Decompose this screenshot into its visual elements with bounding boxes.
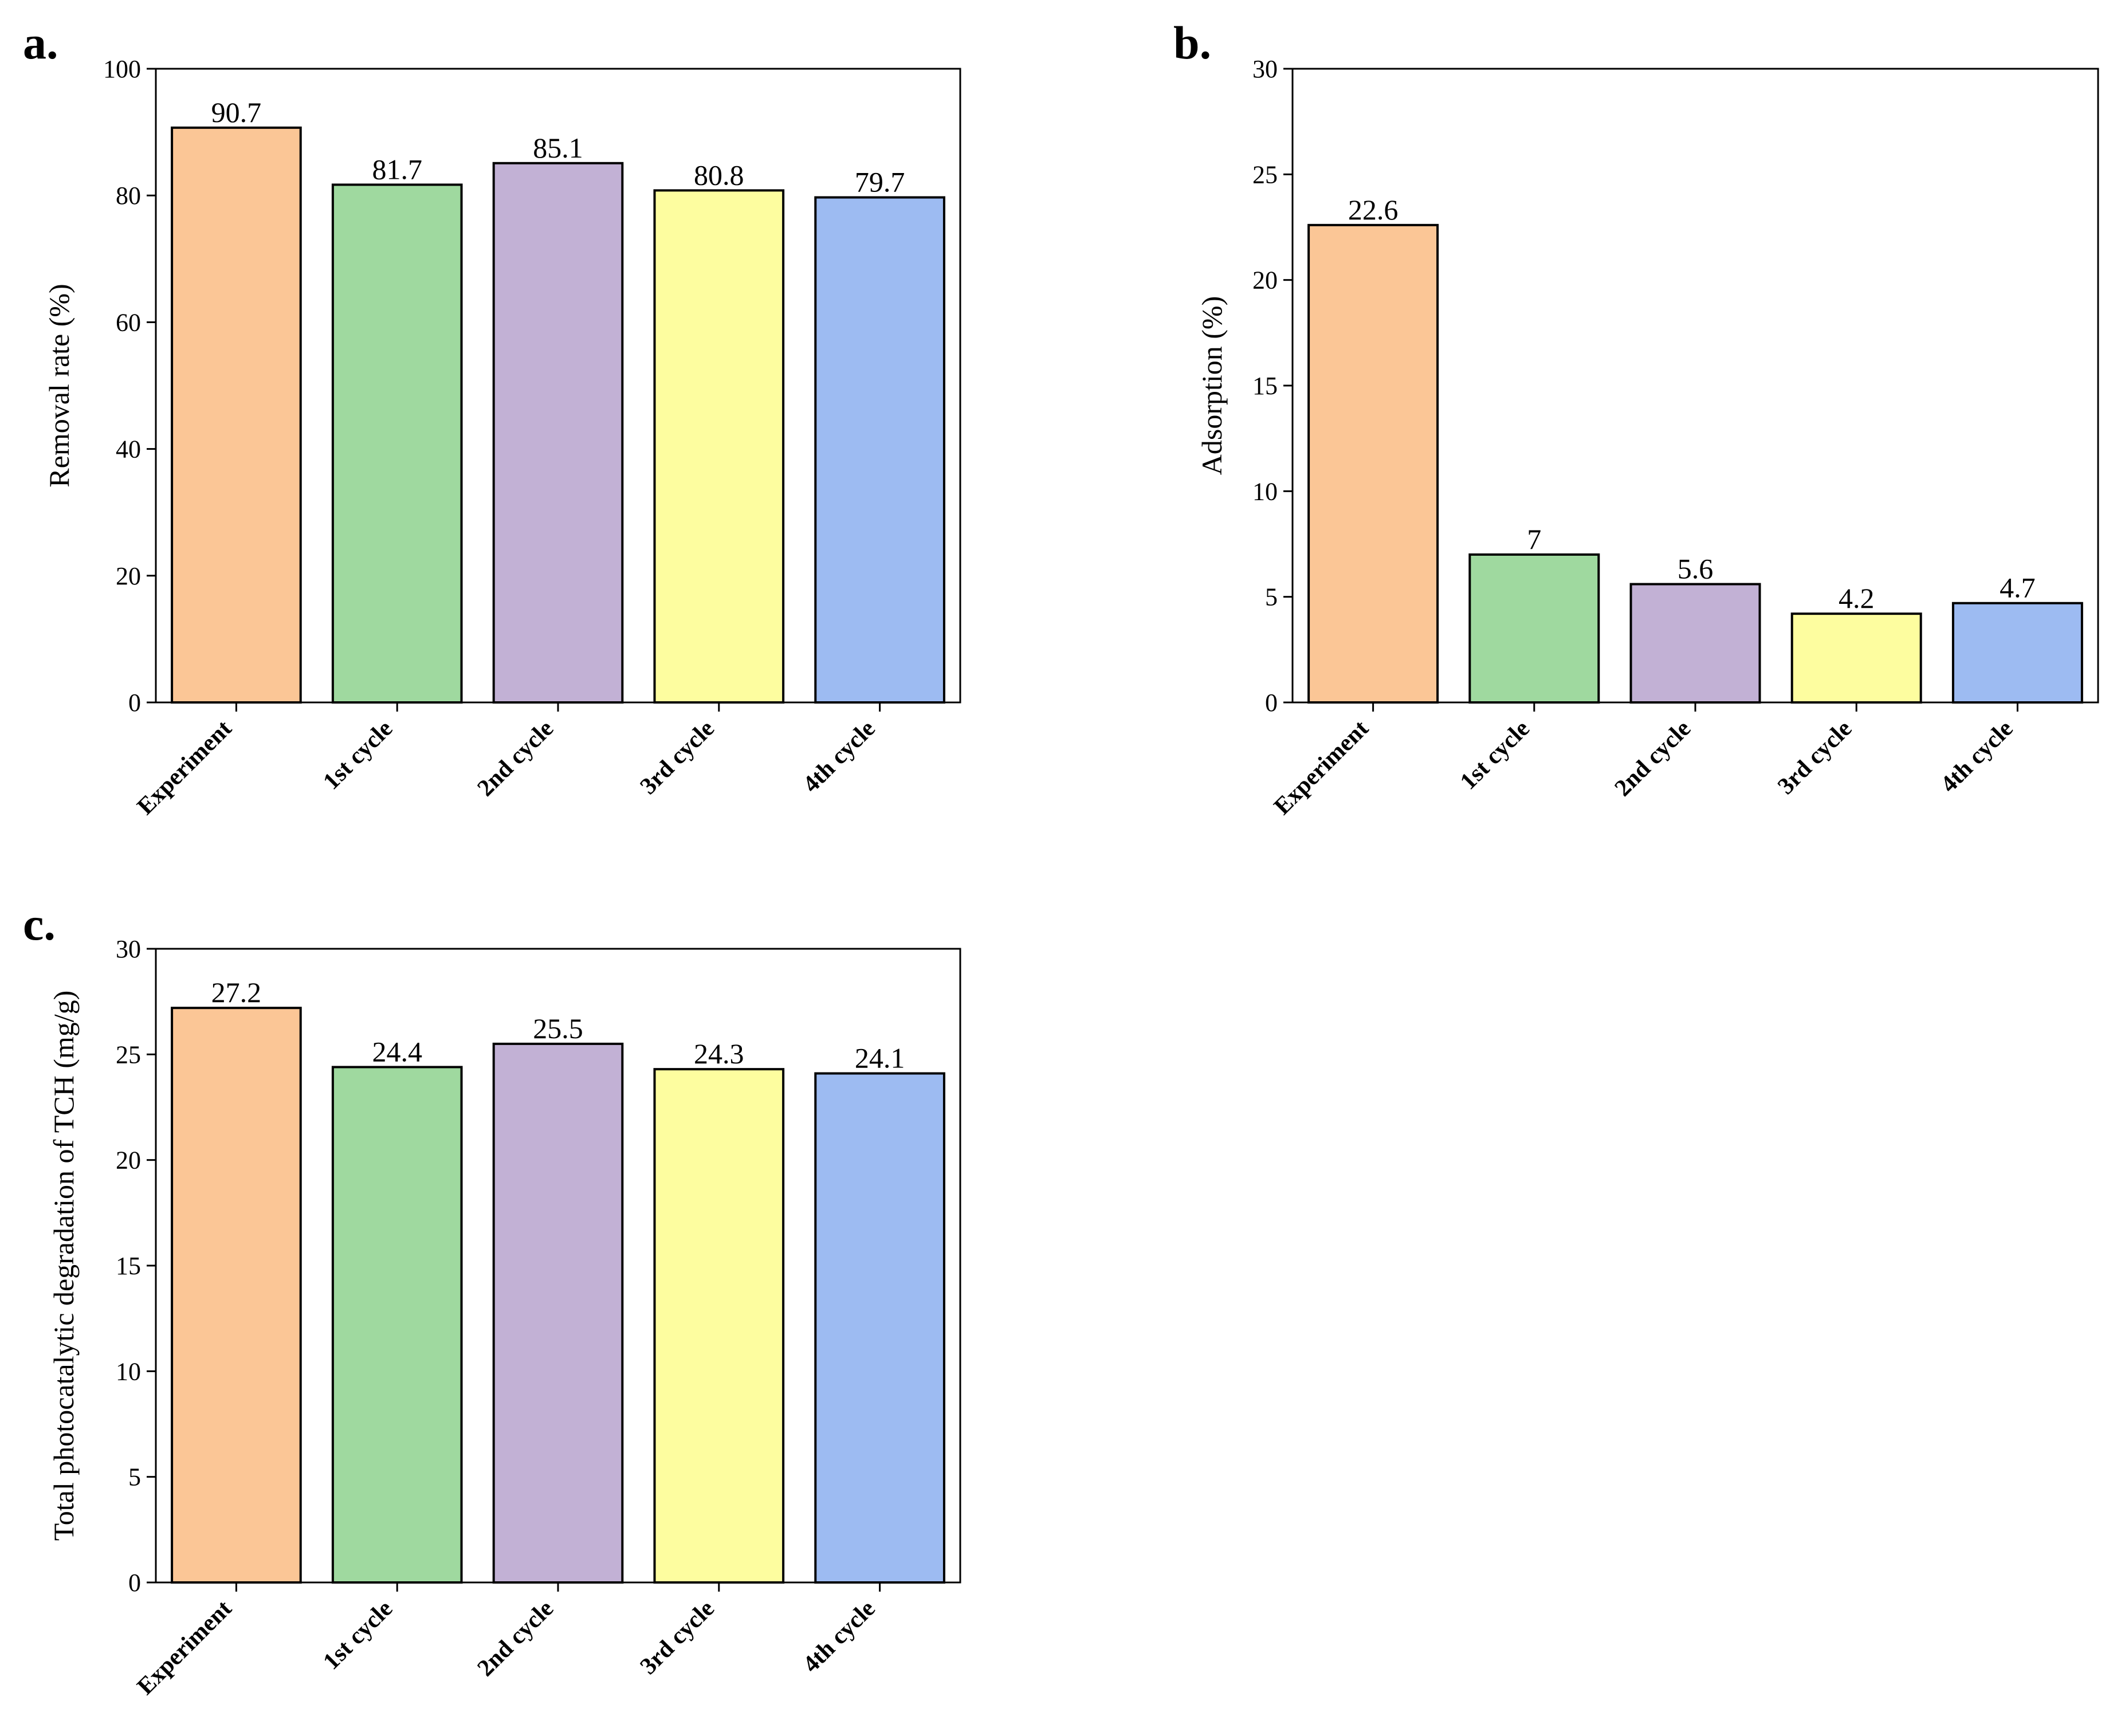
data-label: 5.6 [1678,553,1714,585]
bar-3rd-cycle [653,1068,785,1584]
y-tick-label: 0 [128,1569,141,1597]
data-label: 27.2 [211,976,262,1008]
panel-label: b. [1173,17,1211,69]
y-tick-label: 15 [116,1252,141,1280]
y-tick-label: 15 [1252,372,1278,400]
bar-2nd-cycle [1629,583,1761,704]
y-tick-label: 30 [1252,55,1278,83]
bar-2nd-cycle [492,162,624,704]
y-axis-title: Adsorption (%) [1196,296,1228,475]
y-tick-label: 100 [103,55,141,83]
bar-1st-cycle [331,183,463,704]
y-tick-label: 40 [116,435,141,464]
data-label: 85.1 [533,132,583,164]
y-tick-label: 10 [116,1357,141,1385]
bar-experiment [1307,223,1439,704]
data-label: 7 [1527,523,1541,555]
y-tick-label: 20 [116,562,141,590]
bar-3rd-cycle [1790,612,1922,704]
y-tick-label: 0 [1265,689,1278,717]
plot-frame [155,68,961,704]
panel-label: c. [23,898,56,950]
bar-2nd-cycle [492,1042,624,1584]
bar-4th-cycle [814,1072,945,1584]
data-label: 79.7 [855,166,905,198]
data-label: 4.2 [1839,582,1875,614]
y-tick-label: 30 [116,935,141,963]
bar-1st-cycle [331,1066,463,1584]
y-tick-label: 10 [1252,477,1278,505]
bar-1st-cycle [1468,553,1600,704]
data-label: 24.4 [372,1035,422,1067]
y-tick-label: 0 [128,689,141,717]
bar-experiment [171,1007,302,1584]
panel-label: a. [23,17,58,69]
bar-4th-cycle [814,196,945,704]
data-label: 90.7 [211,96,262,128]
y-tick-label: 20 [1252,266,1278,294]
data-label: 24.1 [855,1042,905,1074]
y-tick-label: 5 [128,1463,141,1491]
y-tick-label: 25 [116,1040,141,1069]
bar-3rd-cycle [653,189,785,704]
y-tick-label: 25 [1252,160,1278,188]
y-axis-title: Total photocatalytic degradation of TCH … [48,991,80,1541]
data-label: 24.3 [694,1038,744,1070]
bar-experiment [171,126,302,704]
y-tick-label: 5 [1265,583,1278,611]
y-tick-label: 60 [116,308,141,336]
data-label: 81.7 [372,153,422,185]
data-label: 25.5 [533,1012,583,1044]
y-axis-title: Removal rate (%) [43,284,75,487]
data-label: 22.6 [1348,194,1399,226]
data-label: 4.7 [2000,572,2036,604]
y-tick-label: 80 [116,182,141,210]
y-tick-label: 20 [116,1146,141,1175]
chart-panel-c: c. Total photocatalytic degradation of T… [23,898,961,1700]
bar-4th-cycle [1951,602,2083,704]
data-label: 80.8 [694,159,744,191]
